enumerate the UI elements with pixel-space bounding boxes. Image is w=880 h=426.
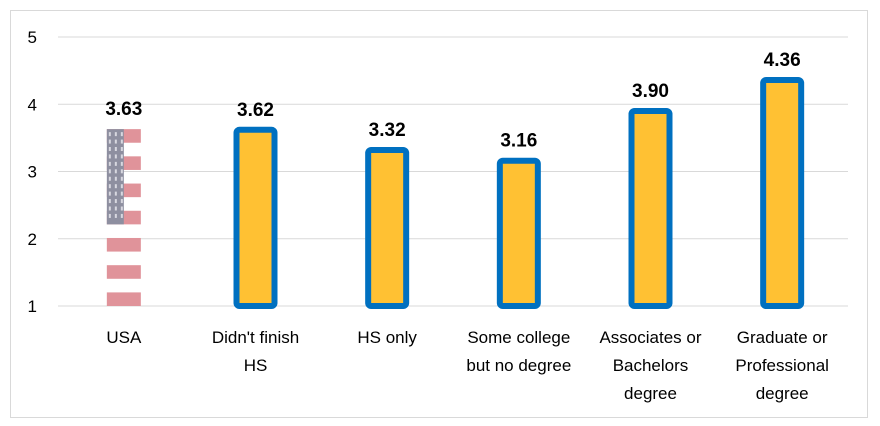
x-tick-label: Associates or [599,328,701,347]
flag-star [120,176,123,181]
flag-star [114,169,117,174]
y-tick-label: 4 [28,95,37,114]
flag-star [120,154,123,159]
y-tick-label: 2 [28,230,37,249]
flag-star [114,176,117,181]
x-tick-label: Bachelors [613,356,689,375]
flag-star [108,199,111,204]
flag-star [120,147,123,152]
x-tick-label: Some college [467,328,570,347]
flag-star [108,206,111,211]
flag-star [114,161,117,166]
x-tick-label: degree [624,384,677,403]
flag-star [120,184,123,189]
flag-star [108,147,111,152]
y-tick-label: 5 [28,28,37,47]
flag-star [114,147,117,152]
data-label: 3.32 [369,120,406,141]
flag-star [120,139,123,144]
flag-star [108,213,111,218]
flag-star [120,191,123,196]
flag-star [114,184,117,189]
chart-frame [10,10,868,418]
flag-star [114,191,117,196]
y-tick-label: 3 [28,163,37,182]
bar [760,77,805,310]
data-label: 3.63 [105,99,142,120]
x-tick-label: HS only [357,328,417,347]
flag-star [120,161,123,166]
x-tick-label: USA [106,328,142,347]
x-tick-label: Didn't finish [212,328,299,347]
flag-star [108,169,111,174]
flag-star [120,132,123,137]
x-tick-label: Professional [735,356,829,375]
flag-star [108,154,111,159]
flag-star [114,139,117,144]
flag-stripe [106,265,141,279]
data-label: 3.16 [500,131,537,152]
flag-stripe [106,237,141,252]
flag-star [108,132,111,137]
flag-star [114,199,117,204]
flag-star [120,199,123,204]
flag-star [108,161,111,166]
flag-star [120,213,123,218]
x-tick-label: Graduate or [737,328,828,347]
flag-star [108,176,111,181]
data-label: 3.90 [632,81,669,102]
usa-flag-bar [106,129,141,306]
bar [496,157,541,309]
flag-star [120,169,123,174]
flag-stripe [106,292,141,306]
x-tick-label: but no degree [466,356,571,375]
bar [233,126,278,309]
flag-star [108,139,111,144]
flag-star [120,206,123,211]
flag-star [114,154,117,159]
x-tick-label: HS [244,356,268,375]
flag-star [114,206,117,211]
data-label: 3.62 [237,100,274,121]
data-label: 4.36 [764,50,801,71]
flag-star [114,132,117,137]
flag-star [114,213,117,218]
flag-star [108,191,111,196]
bar [365,146,410,309]
x-tick-label: degree [756,384,809,403]
bar [628,107,673,309]
flag-star [108,184,111,189]
y-tick-label: 1 [28,297,37,316]
